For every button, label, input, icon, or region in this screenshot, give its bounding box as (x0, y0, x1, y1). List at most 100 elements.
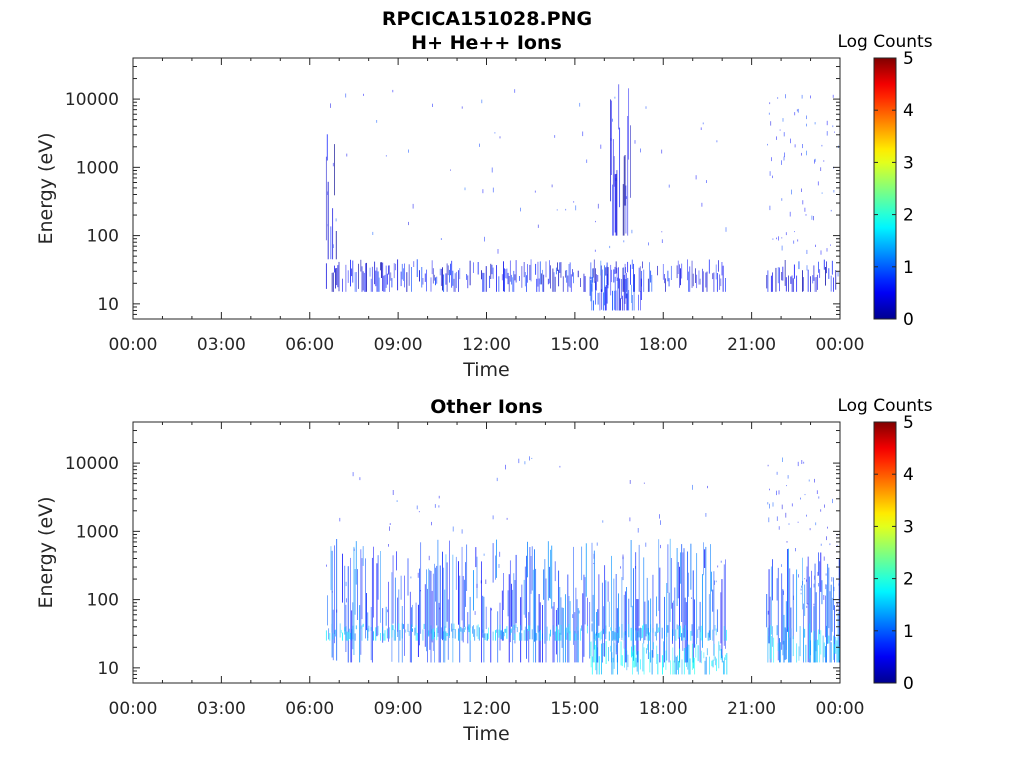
spectrogram-speckle (813, 603, 815, 606)
spectrogram-speckle (779, 129, 781, 131)
spectrogram-stripe (603, 292, 604, 311)
spectrogram-stripe (623, 274, 625, 311)
spectrogram-stripe (337, 265, 339, 288)
spectrogram-stripe (615, 173, 617, 236)
spectrogram-speckle (518, 458, 520, 464)
spectrogram-stripe (403, 624, 404, 629)
spectrogram-stripe (813, 265, 815, 281)
spectrogram-stripe (827, 563, 829, 644)
spectrogram-stripe (610, 264, 612, 296)
spectrogram-stripe (559, 262, 561, 273)
spectrogram-stripe (716, 609, 718, 632)
spectrogram-stripe (444, 589, 446, 663)
panel-title: Other Ions (430, 396, 543, 418)
spectrogram-cells (325, 84, 840, 311)
spectrogram-stripe (830, 642, 832, 663)
spectrogram-stripe (460, 626, 462, 632)
spectrogram-stripe (327, 181, 329, 260)
colorbar-label: Log Counts (837, 396, 932, 416)
spectrogram-stripe (590, 641, 592, 668)
spectrogram-stripe (492, 267, 494, 279)
spectrogram-stripe (503, 631, 504, 641)
spectrogram-stripe (547, 278, 549, 285)
spectrogram-stripe (680, 625, 681, 638)
x-tick-label: 12:00 (462, 699, 511, 719)
spectrogram-stripe (777, 643, 779, 651)
spectrogram-stripe (420, 542, 422, 634)
spectrogram-stripe (503, 261, 504, 292)
spectrogram-stripe (637, 630, 639, 641)
spectrogram-speckle (814, 158, 816, 162)
x-tick-label: 09:00 (374, 699, 423, 719)
spectrogram-stripe (806, 265, 808, 271)
spectrogram-stripe (355, 541, 357, 585)
panel-title: H+ He++ Ions (411, 32, 562, 54)
spectrogram-stripe (612, 139, 614, 236)
spectrogram-speckle (593, 563, 595, 564)
spectrogram-stripe (380, 633, 381, 641)
spectrogram-stripe (635, 552, 637, 631)
spectrogram-stripe (568, 264, 570, 287)
spectrogram-stripe (627, 654, 629, 668)
spectrogram-stripe (519, 632, 520, 641)
spectrogram-stripe (567, 275, 569, 292)
spectrogram-stripe (355, 272, 357, 292)
spectrogram-stripe (526, 555, 527, 659)
spectrogram-stripe (652, 642, 654, 650)
spectrogram-stripe (628, 624, 630, 638)
colorbar-tick-label: 4 (903, 101, 914, 121)
spectrogram-speckle (801, 152, 802, 156)
spectrogram-stripe (644, 601, 646, 641)
spectrogram-stripe (439, 565, 441, 663)
spectrogram-speckle (431, 521, 432, 526)
spectrogram-stripe (613, 156, 615, 187)
spectrogram-stripe (459, 268, 461, 280)
spectrogram-stripe (344, 565, 346, 632)
spectrogram-stripe (627, 277, 629, 311)
spectrogram-stripe (719, 645, 721, 651)
spectrogram-stripe (513, 573, 515, 640)
spectrogram-stripe (700, 625, 702, 641)
spectrogram-stripe (535, 263, 537, 275)
spectrogram-stripe (689, 266, 691, 292)
spectrogram-stripe (658, 539, 660, 611)
spectrogram-stripe (557, 607, 558, 663)
spectrogram-stripe (776, 625, 778, 636)
spectrogram-stripe (667, 270, 669, 282)
spectrogram-stripe (810, 276, 811, 292)
spectrogram-stripe (677, 655, 678, 670)
spectrogram-stripe (785, 277, 787, 292)
spectrogram-stripe (577, 630, 579, 640)
spectrogram-speckle (830, 209, 832, 212)
spectrogram-speckle (476, 583, 478, 588)
spectrogram-speckle (806, 514, 807, 517)
spectrogram-stripe (397, 630, 399, 637)
spectrogram-stripe (646, 628, 648, 641)
spectrogram-stripe (701, 650, 702, 664)
spectrogram-stripe (601, 269, 603, 292)
spectrogram-speckle (821, 192, 823, 194)
spectrogram-stripe (638, 628, 640, 638)
spectrogram-stripe (437, 626, 439, 637)
spectrogram-speckle (482, 189, 484, 194)
spectrogram-stripe (619, 278, 621, 311)
spectrogram-stripe (826, 584, 827, 663)
spectrogram-speckle (794, 112, 796, 116)
spectrogram-stripe (391, 572, 393, 662)
spectrogram-stripe (622, 184, 624, 236)
spectrogram-stripe (598, 656, 600, 675)
spectrogram-stripe (536, 278, 538, 292)
spectrogram-stripe (435, 277, 436, 286)
y-tick-label: 100 (87, 227, 119, 247)
spectrogram-speckle (668, 184, 670, 188)
spectrogram-speckle (825, 573, 827, 576)
spectrogram-stripe (830, 275, 832, 292)
spectrogram-stripe (546, 626, 548, 641)
spectrogram-stripe (462, 576, 464, 643)
spectrogram-stripe (575, 587, 577, 663)
spectrogram-stripe (467, 626, 469, 630)
spectrogram-stripe (528, 612, 530, 663)
spectrogram-speckle (529, 456, 530, 461)
spectrogram-stripe (568, 623, 570, 641)
spectrogram-stripe (549, 260, 550, 284)
